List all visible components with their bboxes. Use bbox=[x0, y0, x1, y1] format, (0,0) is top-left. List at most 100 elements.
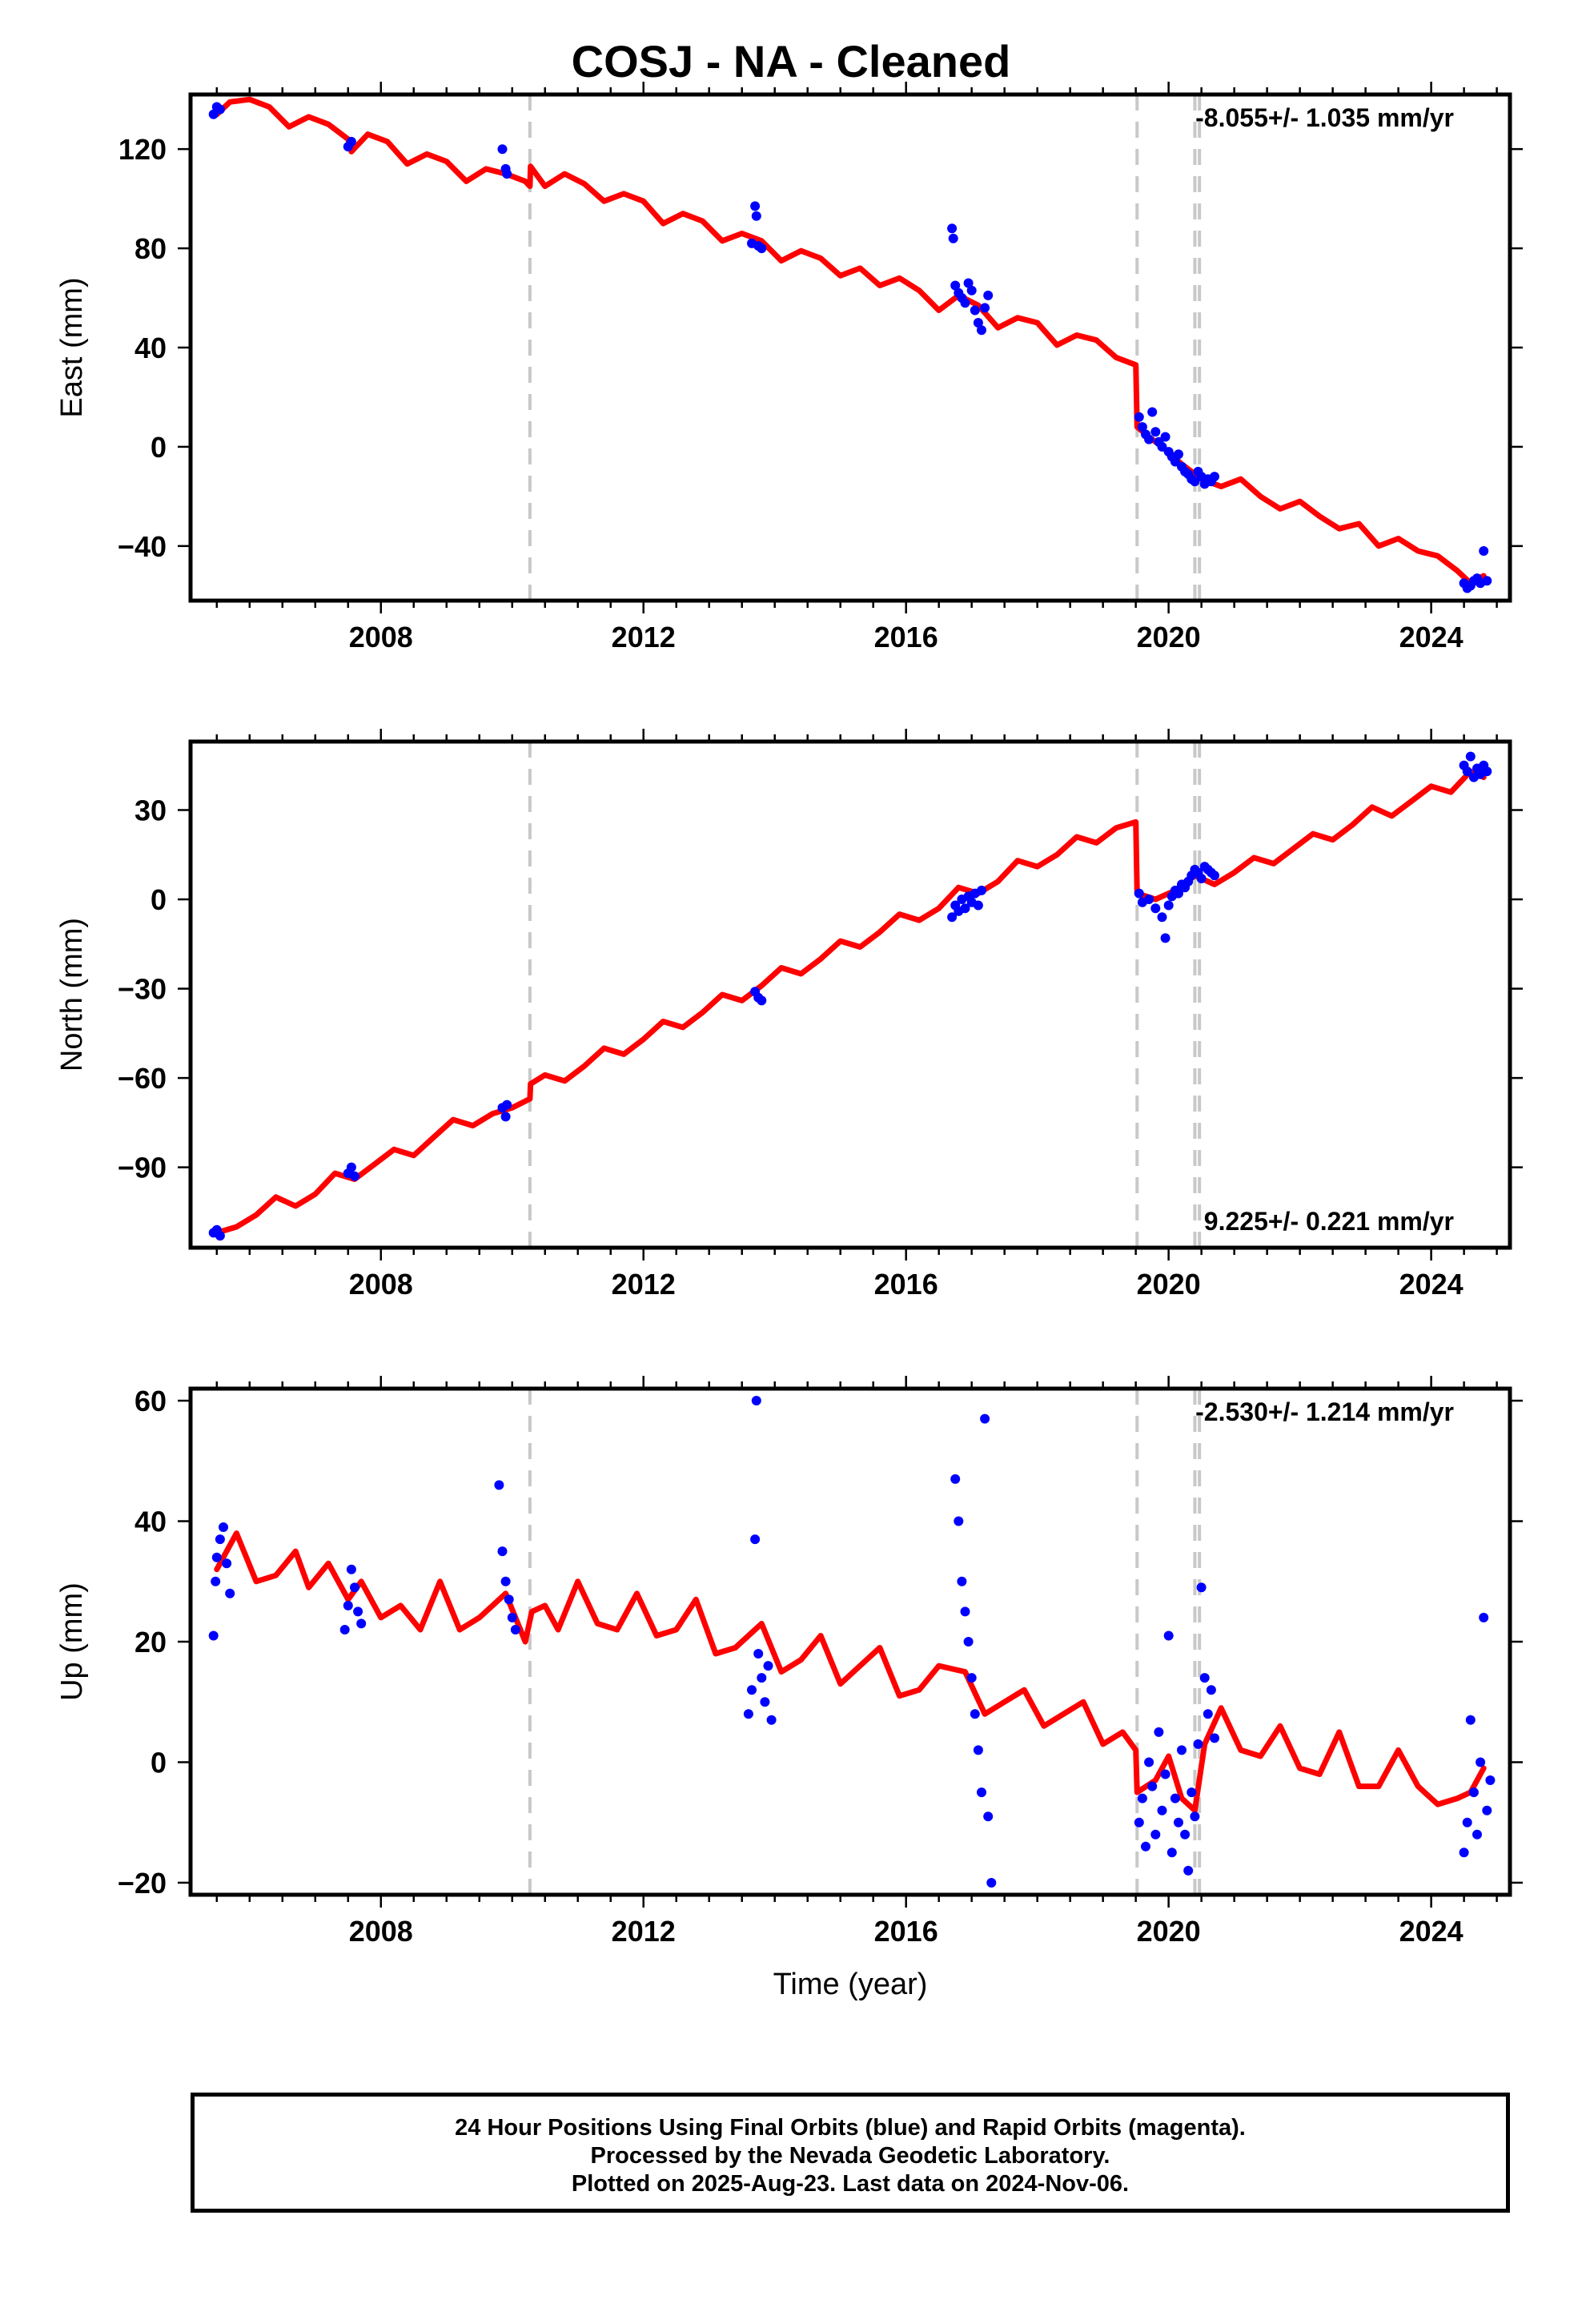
x-axis-label: Time (year) bbox=[773, 1968, 928, 2001]
east-x-tick-label: 2024 bbox=[1399, 621, 1464, 653]
up-x-tick-label: 2020 bbox=[1137, 1915, 1201, 1948]
up-data-point bbox=[1203, 1709, 1213, 1719]
north-data-point bbox=[1482, 766, 1492, 777]
up-data-point bbox=[211, 1552, 222, 1562]
north-x-tick-label: 2016 bbox=[874, 1268, 938, 1301]
up-data-point bbox=[1147, 1781, 1158, 1791]
east-data-point bbox=[750, 201, 761, 211]
east-data-point bbox=[1160, 432, 1170, 442]
east-data-point bbox=[970, 305, 980, 316]
up-x-tick-label: 2024 bbox=[1399, 1915, 1464, 1948]
up-data-point bbox=[497, 1546, 508, 1557]
up-data-point bbox=[1468, 1787, 1479, 1798]
up-data-point bbox=[977, 1787, 986, 1798]
footer-info-box: 24 Hour Positions Using Final Orbits (bl… bbox=[191, 2093, 1510, 2213]
up-data-point bbox=[1144, 1757, 1154, 1767]
north-data-point bbox=[947, 912, 958, 923]
north-plot-area bbox=[208, 742, 1492, 1248]
east-data-point bbox=[497, 144, 508, 155]
east-data-point bbox=[1190, 476, 1200, 487]
north-model-line bbox=[214, 768, 1487, 1236]
east-data-point bbox=[1134, 412, 1144, 422]
east-y-tick-label: 0 bbox=[151, 431, 167, 464]
up-data-point bbox=[346, 1564, 356, 1574]
up-data-point bbox=[954, 1516, 964, 1526]
east-y-tick-label: 120 bbox=[118, 133, 167, 166]
north-x-tick-label: 2020 bbox=[1137, 1268, 1201, 1301]
up-data-point bbox=[766, 1715, 777, 1725]
up-data-point bbox=[747, 1685, 757, 1695]
up-data-point bbox=[222, 1558, 232, 1569]
up-data-point bbox=[1196, 1582, 1207, 1593]
up-data-point bbox=[1485, 1775, 1496, 1785]
east-data-point bbox=[948, 233, 958, 243]
up-y-tick-label: 20 bbox=[135, 1626, 167, 1659]
north-y-tick-label: −90 bbox=[118, 1152, 167, 1184]
up-data-point bbox=[751, 1396, 761, 1405]
footer-line-2: Processed by the Nevada Geodetic Laborat… bbox=[590, 2143, 1110, 2169]
up-data-point bbox=[986, 1878, 997, 1888]
up-data-point bbox=[219, 1522, 228, 1532]
east-data-point bbox=[1170, 456, 1180, 467]
east-data-point bbox=[1137, 422, 1147, 432]
up-data-point bbox=[500, 1576, 511, 1586]
up-x-tick-label: 2016 bbox=[874, 1915, 938, 1948]
north-data-point bbox=[350, 1171, 359, 1181]
up-data-point bbox=[353, 1606, 363, 1617]
up-data-point bbox=[757, 1673, 767, 1683]
up-data-point bbox=[1134, 1817, 1144, 1827]
up-data-point bbox=[504, 1594, 514, 1605]
east-model-line bbox=[214, 96, 1487, 586]
up-data-point bbox=[1479, 1612, 1489, 1622]
north-y-tick-label: 0 bbox=[151, 883, 167, 916]
up-data-point bbox=[507, 1612, 517, 1622]
east-data-point bbox=[1210, 472, 1219, 482]
up-model-line bbox=[214, 1530, 1487, 1814]
up-data-point bbox=[973, 1745, 983, 1755]
up-data-point bbox=[510, 1625, 520, 1634]
east-data-point bbox=[502, 169, 512, 179]
east-data-point bbox=[1482, 576, 1492, 586]
north-y-tick-label: −30 bbox=[118, 973, 167, 1006]
up-data-point bbox=[966, 1673, 977, 1683]
up-data-point bbox=[1157, 1805, 1167, 1815]
up-data-point bbox=[1186, 1787, 1197, 1798]
north-x-tick-label: 2024 bbox=[1399, 1268, 1464, 1301]
up-data-point bbox=[753, 1649, 764, 1659]
up-data-point bbox=[1476, 1757, 1486, 1767]
footer-line-3: Plotted on 2025-Aug-23. Last data on 202… bbox=[571, 2171, 1130, 2197]
north-data-point bbox=[1174, 888, 1183, 899]
north-y-axis-label: North (mm) bbox=[55, 918, 89, 1072]
east-data-point bbox=[1174, 449, 1183, 460]
up-data-point bbox=[1472, 1829, 1482, 1839]
east-data-point bbox=[1147, 407, 1158, 417]
up-data-point bbox=[350, 1582, 359, 1593]
up-x-tick-label: 2008 bbox=[349, 1915, 413, 1948]
east-y-tick-label: 40 bbox=[135, 332, 167, 364]
east-data-point bbox=[977, 325, 986, 336]
north-data-point bbox=[502, 1100, 512, 1110]
north-data-point bbox=[960, 903, 970, 914]
north-data-point bbox=[1160, 933, 1170, 943]
page-title: COSJ - NA - Cleaned bbox=[571, 36, 1011, 86]
up-data-point bbox=[760, 1697, 770, 1707]
north-x-tick-label: 2012 bbox=[612, 1268, 676, 1301]
north-data-point bbox=[977, 885, 986, 895]
up-frame bbox=[188, 1386, 1512, 1897]
east-data-point bbox=[960, 298, 970, 308]
up-data-point bbox=[1170, 1793, 1180, 1803]
east-plot-area bbox=[208, 94, 1492, 601]
up-data-point bbox=[1180, 1829, 1191, 1839]
up-data-point bbox=[763, 1661, 773, 1671]
up-data-point bbox=[1199, 1673, 1210, 1683]
up-data-point bbox=[1459, 1848, 1469, 1858]
up-y-tick-label: 60 bbox=[135, 1385, 167, 1417]
east-y-axis-label: East (mm) bbox=[55, 277, 89, 417]
east-panel: 2008 2012 2016 2020 2024 −40 0 40 80 120 East (mm)… bbox=[55, 82, 1523, 653]
up-data-point bbox=[1177, 1745, 1186, 1755]
east-data-point bbox=[1157, 441, 1167, 452]
east-data-point bbox=[215, 104, 225, 115]
east-x-tick-label: 2020 bbox=[1137, 621, 1201, 653]
east-data-point bbox=[983, 290, 994, 300]
